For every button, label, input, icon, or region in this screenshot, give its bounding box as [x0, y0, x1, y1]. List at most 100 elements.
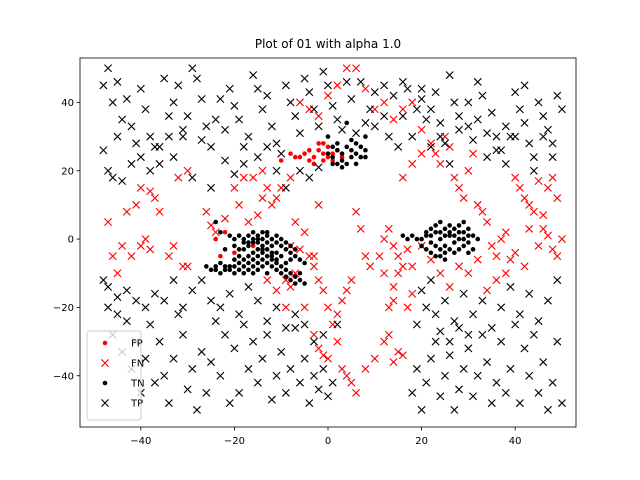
fn-point: [445, 282, 454, 291]
tp-point: [422, 115, 431, 124]
tp-point: [478, 330, 487, 339]
tn-point: [447, 229, 452, 235]
tp-point: [286, 364, 295, 373]
tp-point: [384, 132, 393, 141]
tp-point: [473, 115, 482, 124]
tp-point: [422, 303, 431, 312]
tn-point: [423, 247, 429, 252]
fn-point: [272, 194, 281, 203]
fn-point: [384, 224, 393, 233]
tp-point: [492, 132, 501, 141]
tp-point: [501, 122, 510, 131]
tn-point: [269, 243, 275, 249]
fn-point: [108, 252, 117, 261]
tn-point: [246, 233, 251, 238]
tn-point: [264, 240, 270, 245]
tp-point: [239, 142, 248, 151]
tn-point: [442, 243, 448, 249]
tp-point: [464, 98, 473, 107]
fn-point: [235, 200, 244, 209]
tp-point: [548, 153, 557, 162]
fn-point: [174, 173, 183, 182]
fn-point: [295, 245, 304, 254]
tp-point: [202, 388, 211, 397]
tn-point: [297, 277, 303, 283]
tn-point: [433, 253, 438, 259]
x-tick-label: 40: [509, 436, 522, 447]
fn-point: [136, 241, 145, 250]
tn-point: [466, 233, 471, 238]
chart-title: Plot of 01 with alpha 1.0: [255, 37, 401, 51]
tn-point: [218, 270, 223, 276]
tn-point: [456, 229, 462, 235]
tn-point: [260, 236, 265, 242]
fn-point: [178, 262, 187, 271]
tp-point: [263, 330, 272, 339]
fn-point: [183, 166, 192, 175]
tp-point: [408, 132, 417, 141]
fn-point: [389, 358, 398, 367]
fn-point: [394, 347, 403, 356]
fn-point: [511, 173, 520, 182]
tp-point: [225, 399, 234, 408]
tp-point: [469, 136, 478, 144]
tn-point: [204, 264, 209, 269]
tp-point: [164, 132, 173, 141]
tp-point: [370, 122, 379, 131]
fn-point: [539, 224, 548, 233]
tn-point: [222, 264, 228, 269]
tp-point: [99, 81, 108, 90]
tn-point: [274, 260, 279, 266]
fp-point: [278, 158, 284, 163]
legend-label-tn: TN: [130, 379, 145, 390]
tn-point: [428, 226, 434, 232]
fn-point: [104, 218, 113, 226]
tp-point: [520, 344, 529, 353]
fn-point: [347, 378, 356, 387]
y-tick-label: 40: [61, 98, 74, 109]
fn-point: [464, 166, 473, 175]
fn-point: [338, 296, 347, 305]
tn-point: [283, 240, 289, 245]
tp-point: [207, 358, 216, 367]
tp-point: [164, 112, 173, 121]
tn-point: [250, 236, 256, 242]
tp-point: [188, 286, 197, 295]
tn-point: [288, 243, 293, 249]
tn-point: [246, 260, 251, 266]
fn-point: [384, 330, 393, 339]
fn-point: [520, 262, 529, 271]
tp-point: [258, 105, 267, 114]
fn-point: [394, 269, 403, 278]
tn-point: [452, 226, 457, 232]
tp-point: [108, 98, 117, 107]
tn-point: [442, 250, 448, 256]
fn-point: [136, 183, 145, 192]
tn-point: [241, 270, 247, 276]
tp-point: [314, 385, 323, 394]
tp-point: [483, 358, 492, 367]
tn-point: [433, 223, 438, 228]
fp-point: [292, 154, 298, 160]
tp-point: [553, 91, 562, 100]
tn-point: [297, 257, 303, 262]
tp-point: [314, 122, 323, 131]
fn-point: [291, 269, 300, 278]
fn-point: [529, 207, 538, 216]
fn-point: [352, 64, 361, 73]
fn-point: [375, 252, 384, 261]
fn-point: [408, 98, 417, 107]
tp-point: [539, 132, 548, 141]
fn-point: [403, 303, 412, 312]
tn-point: [232, 270, 237, 276]
fn-point: [314, 344, 323, 353]
tp-point: [436, 132, 445, 141]
tn-point: [428, 240, 434, 245]
tp-point: [497, 303, 506, 312]
tn-point: [466, 240, 471, 245]
fp-point: [288, 151, 293, 156]
tn-point: [250, 240, 256, 245]
tn-point: [213, 264, 218, 269]
tp-point: [225, 84, 234, 93]
